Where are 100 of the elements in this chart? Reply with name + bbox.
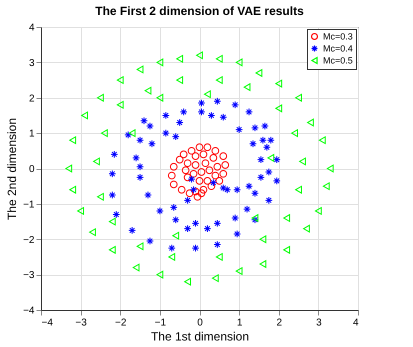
point: [283, 214, 290, 222]
point: [291, 129, 298, 137]
point: [168, 253, 176, 261]
x-tick-label: 2: [276, 318, 282, 328]
point: [108, 246, 116, 254]
point: [97, 94, 104, 102]
point: [196, 143, 204, 152]
point: [299, 158, 306, 166]
point: [77, 207, 84, 215]
point: [236, 267, 243, 275]
point: [180, 150, 188, 158]
point: [170, 162, 178, 171]
point: [221, 161, 230, 169]
point: [314, 207, 322, 215]
point: [156, 94, 164, 102]
point: [89, 228, 96, 236]
point: [108, 218, 116, 226]
y-tick-label: −2: [23, 234, 35, 246]
y-tick-label: 3: [28, 58, 35, 69]
y-tick-label: −4: [23, 306, 35, 316]
point: [202, 159, 210, 168]
point: [128, 129, 136, 137]
point: [186, 189, 194, 198]
point: [275, 104, 282, 112]
point: [192, 161, 200, 169]
point: [168, 172, 176, 180]
point: [192, 152, 200, 160]
x-axis-title: The 1st dimension: [150, 330, 250, 344]
point: [210, 154, 218, 162]
point: [65, 164, 72, 172]
point: [204, 177, 212, 185]
x-tick-label: 3: [316, 318, 322, 328]
point: [156, 58, 164, 66]
x-tick-label: 1: [236, 318, 243, 328]
point: [172, 232, 180, 240]
point: [216, 54, 223, 63]
point: [213, 162, 222, 171]
point: [97, 192, 104, 201]
point: [196, 177, 204, 185]
point: [208, 182, 216, 190]
point: [322, 182, 330, 190]
point: [204, 90, 211, 98]
point: [318, 136, 326, 144]
point: [219, 152, 228, 160]
y-tick-label: −1: [23, 199, 35, 210]
legend-label: Mc=0.4: [323, 44, 353, 54]
point: [275, 80, 282, 88]
point: [200, 150, 208, 158]
point: [116, 100, 124, 109]
point: [69, 186, 76, 194]
x-tick-label: −2: [115, 318, 127, 328]
point: [156, 270, 164, 278]
point: [236, 58, 243, 66]
point: [303, 224, 310, 232]
point: [244, 83, 250, 91]
point: [184, 278, 192, 286]
point: [81, 112, 88, 120]
point: [132, 264, 140, 272]
point: [256, 69, 262, 77]
point: [188, 146, 196, 155]
y-axis-title: The 2nd dimension: [5, 118, 20, 220]
point: [170, 180, 178, 188]
point: [178, 186, 186, 194]
point: [295, 94, 302, 102]
point: [136, 242, 144, 250]
y-tick-label: 0: [28, 164, 35, 175]
point: [219, 170, 228, 178]
point: [295, 186, 302, 194]
point: [196, 51, 203, 60]
x-tick-label: −4: [42, 318, 54, 328]
x-tick-label: 0: [197, 318, 204, 328]
y-tick-label: 1: [28, 128, 35, 140]
point: [206, 166, 214, 174]
point: [176, 156, 184, 164]
point: [194, 192, 202, 201]
point: [136, 66, 144, 74]
point: [93, 158, 100, 166]
point: [190, 170, 198, 178]
point: [283, 246, 290, 254]
point: [184, 173, 192, 182]
y-tick-label: −3: [23, 270, 35, 282]
point: [211, 172, 220, 180]
point: [204, 143, 212, 152]
x-tick-label: 4: [352, 318, 359, 328]
point: [326, 164, 334, 172]
point: [176, 54, 184, 63]
point: [198, 168, 206, 176]
point: [259, 235, 266, 244]
point: [69, 136, 76, 144]
point: [216, 76, 223, 84]
y-tick-label: 2: [28, 93, 35, 104]
x-tick-label: −1: [154, 318, 167, 328]
point: [116, 76, 124, 84]
point: [100, 129, 108, 137]
point: [200, 186, 208, 194]
point: [216, 253, 223, 261]
point: [182, 166, 190, 174]
point: [176, 76, 184, 84]
point: [184, 159, 192, 168]
legend-label: Mc=0.5: [323, 56, 353, 66]
